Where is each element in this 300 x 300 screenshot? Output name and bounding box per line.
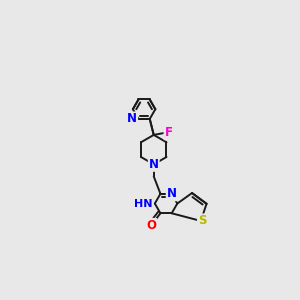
Text: S: S bbox=[198, 214, 206, 227]
Text: N: N bbox=[149, 158, 159, 171]
Text: N: N bbox=[167, 187, 177, 200]
Text: HN: HN bbox=[134, 199, 153, 208]
Text: N: N bbox=[127, 112, 137, 125]
Text: O: O bbox=[146, 219, 156, 232]
Text: F: F bbox=[164, 126, 172, 139]
